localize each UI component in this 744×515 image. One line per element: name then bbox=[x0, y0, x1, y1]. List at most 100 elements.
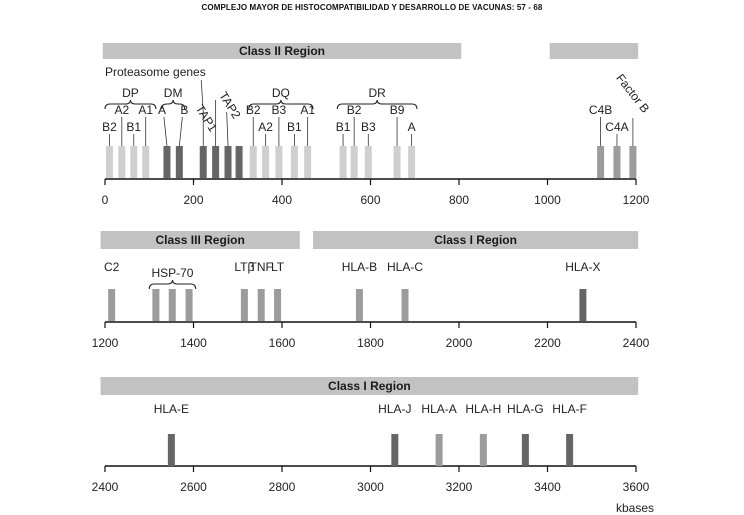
panel-class-i: Class I Region 2400 2600 2800 3000 3200 3400 36… bbox=[92, 377, 650, 494]
gene-box bbox=[613, 146, 621, 178]
gene-label: B bbox=[180, 103, 188, 117]
tick-label: 400 bbox=[272, 193, 292, 207]
gene-box bbox=[105, 146, 113, 178]
tick-label: 1400 bbox=[180, 336, 207, 350]
gene-box bbox=[597, 146, 605, 178]
units-label: kbases bbox=[616, 501, 654, 515]
slanted-gene-label: TAP1 bbox=[193, 102, 220, 134]
proteasome-label: Proteasome genes bbox=[105, 65, 206, 79]
group-brace bbox=[336, 99, 418, 110]
gene-box bbox=[142, 146, 150, 178]
group-label: DM bbox=[164, 86, 183, 100]
gene-label: HLA-X bbox=[565, 260, 600, 274]
region-label: Class I Region bbox=[434, 233, 517, 247]
gene-label: HLA-J bbox=[378, 402, 411, 416]
gene-box bbox=[304, 146, 312, 178]
gene-label: B3 bbox=[272, 103, 287, 117]
slanted-gene-label: TAP2 bbox=[216, 89, 243, 121]
gene-box bbox=[262, 146, 270, 178]
tick-label: 2400 bbox=[623, 336, 650, 350]
gene-label: HLA-H bbox=[465, 402, 501, 416]
gene-box bbox=[152, 289, 160, 321]
gene-box bbox=[435, 434, 443, 466]
gene-box bbox=[163, 146, 171, 178]
gene-box bbox=[364, 146, 372, 178]
gene-label: B9 bbox=[390, 103, 405, 117]
tick-label: 3000 bbox=[357, 480, 384, 494]
panel-class-iii: Class III Region Class I Region 1200 1400 16… bbox=[92, 231, 650, 350]
gene-box bbox=[391, 434, 399, 466]
gene-box bbox=[275, 146, 283, 178]
gene-box bbox=[393, 146, 401, 178]
tick-label: 1000 bbox=[534, 193, 561, 207]
gene-box bbox=[339, 146, 347, 178]
gene-label: B2 bbox=[102, 120, 117, 134]
gene-box bbox=[240, 289, 248, 321]
region-bar bbox=[549, 43, 639, 59]
gene-box bbox=[185, 289, 193, 321]
group-label: DR bbox=[368, 86, 386, 100]
gene-box bbox=[167, 434, 175, 466]
group-label: HSP-70 bbox=[151, 266, 193, 280]
region-bar bbox=[312, 231, 639, 249]
gene-box bbox=[579, 289, 587, 321]
gene-box bbox=[118, 146, 126, 178]
gene-box bbox=[355, 289, 363, 321]
region-bar bbox=[100, 231, 300, 249]
tick-label: 0 bbox=[102, 193, 109, 207]
gene-label: B1 bbox=[336, 120, 351, 134]
gene-box bbox=[566, 434, 574, 466]
gene-box bbox=[408, 146, 416, 178]
gene-label: A1 bbox=[300, 103, 315, 117]
gene-box bbox=[290, 146, 298, 178]
gene-connector bbox=[226, 111, 229, 147]
gene-label: C2 bbox=[104, 260, 120, 274]
gene-box bbox=[257, 289, 265, 321]
gene-box bbox=[199, 146, 207, 178]
gene-label: B2 bbox=[347, 103, 362, 117]
group-label: DP bbox=[122, 86, 139, 100]
gene-label: A2 bbox=[258, 120, 273, 134]
tick-label: 2400 bbox=[92, 480, 119, 494]
tick-label: 3400 bbox=[534, 480, 561, 494]
gene-label: A1 bbox=[138, 103, 153, 117]
gene-label: HLA-G bbox=[507, 402, 544, 416]
tick-label: 1200 bbox=[623, 193, 650, 207]
gene-label: HLA-A bbox=[421, 402, 456, 416]
tick-label: 1600 bbox=[269, 336, 296, 350]
proteasome-pointer bbox=[200, 79, 204, 113]
gene-label: B2 bbox=[246, 103, 261, 117]
gene-label: A2 bbox=[114, 103, 129, 117]
tick-label: 2200 bbox=[534, 336, 561, 350]
gene-label: C4A bbox=[605, 120, 628, 134]
gene-label: HLA-E bbox=[154, 402, 189, 416]
tick-label: 2600 bbox=[180, 480, 207, 494]
gene-box bbox=[629, 146, 637, 178]
region-bar bbox=[100, 377, 639, 395]
gene-box bbox=[401, 289, 409, 321]
gene-connector bbox=[178, 116, 183, 147]
gene-label: A bbox=[408, 120, 416, 134]
gene-label: TNF bbox=[250, 260, 273, 274]
group-brace bbox=[104, 99, 157, 110]
gene-box bbox=[108, 289, 116, 321]
gene-label: HLA-B bbox=[342, 260, 377, 274]
gene-label: C4B bbox=[589, 103, 612, 117]
gene-box bbox=[130, 146, 138, 178]
gene-label: B1 bbox=[126, 120, 141, 134]
gene-box bbox=[224, 146, 232, 178]
gene-box bbox=[235, 146, 243, 178]
gene-label: HLA-C bbox=[387, 260, 423, 274]
region-label: Class I Region bbox=[328, 379, 411, 393]
page-header: COMPLEJO MAYOR DE HISTOCOMPATIBILIDAD Y … bbox=[201, 3, 543, 12]
tick-label: 600 bbox=[360, 193, 380, 207]
gene-box bbox=[274, 289, 282, 321]
tick-label: 3600 bbox=[623, 480, 650, 494]
gene-label: LT bbox=[271, 260, 285, 274]
tick-label: 800 bbox=[449, 193, 469, 207]
slanted-gene-label: Factor B bbox=[613, 71, 652, 115]
region-label: Class II Region bbox=[239, 44, 325, 58]
gene-label: B3 bbox=[361, 120, 376, 134]
group-label: DQ bbox=[272, 86, 290, 100]
